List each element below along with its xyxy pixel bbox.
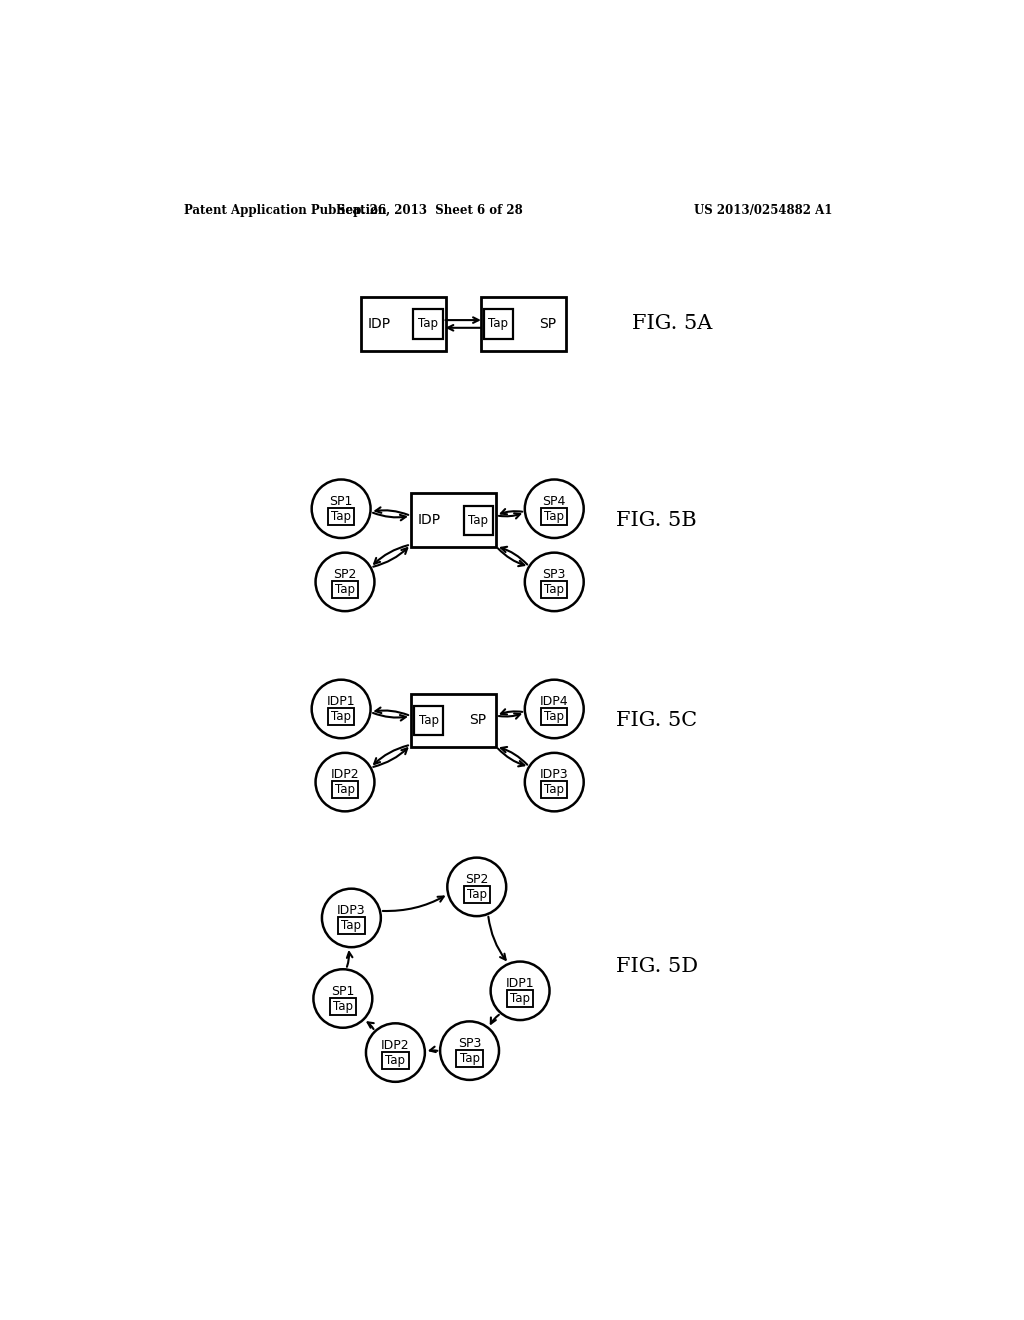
- Text: IDP: IDP: [418, 513, 440, 527]
- Bar: [414, 706, 443, 735]
- Text: IDP2: IDP2: [381, 1039, 410, 1052]
- Bar: [541, 508, 567, 525]
- Bar: [541, 581, 567, 598]
- Bar: [328, 708, 354, 725]
- Text: SP: SP: [469, 714, 486, 727]
- Bar: [411, 494, 496, 548]
- Bar: [541, 781, 567, 799]
- Text: SP4: SP4: [543, 495, 566, 508]
- Text: Sep. 26, 2013  Sheet 6 of 28: Sep. 26, 2013 Sheet 6 of 28: [337, 205, 523, 218]
- Circle shape: [524, 752, 584, 812]
- Text: Tap: Tap: [341, 919, 361, 932]
- Text: IDP: IDP: [368, 317, 390, 331]
- Text: SP1: SP1: [330, 495, 353, 508]
- Text: FIG. 5B: FIG. 5B: [616, 511, 697, 529]
- Text: Tap: Tap: [544, 583, 564, 597]
- Text: IDP4: IDP4: [540, 696, 568, 708]
- Text: SP3: SP3: [543, 568, 566, 581]
- Circle shape: [440, 1022, 499, 1080]
- Text: FIG. 5C: FIG. 5C: [616, 711, 697, 730]
- Text: SP: SP: [539, 317, 556, 331]
- Bar: [328, 508, 354, 525]
- Circle shape: [311, 479, 371, 539]
- Circle shape: [524, 680, 584, 738]
- Text: SP3: SP3: [458, 1036, 481, 1049]
- Circle shape: [524, 553, 584, 611]
- Text: Tap: Tap: [335, 583, 355, 597]
- Text: Tap: Tap: [488, 317, 509, 330]
- Text: Tap: Tap: [333, 999, 353, 1012]
- Text: Tap: Tap: [510, 991, 530, 1005]
- Text: IDP3: IDP3: [540, 768, 568, 781]
- Circle shape: [311, 680, 371, 738]
- Bar: [382, 1052, 409, 1069]
- Text: IDP1: IDP1: [327, 696, 355, 708]
- Circle shape: [315, 752, 375, 812]
- Bar: [541, 708, 567, 725]
- Bar: [338, 917, 365, 935]
- Bar: [483, 309, 513, 339]
- Bar: [332, 781, 358, 799]
- Text: Tap: Tap: [331, 510, 351, 523]
- Text: Tap: Tap: [544, 510, 564, 523]
- Circle shape: [366, 1023, 425, 1082]
- Circle shape: [490, 961, 550, 1020]
- Bar: [332, 581, 358, 598]
- Circle shape: [315, 553, 375, 611]
- Bar: [360, 297, 445, 351]
- Circle shape: [322, 888, 381, 948]
- Bar: [464, 506, 493, 535]
- Text: SP2: SP2: [334, 568, 356, 581]
- Text: IDP3: IDP3: [337, 904, 366, 917]
- Text: IDP1: IDP1: [506, 977, 535, 990]
- Bar: [457, 1049, 482, 1067]
- Bar: [480, 297, 566, 351]
- Text: Tap: Tap: [460, 1052, 479, 1065]
- Text: Tap: Tap: [467, 888, 486, 902]
- Circle shape: [447, 858, 506, 916]
- Text: SP2: SP2: [465, 873, 488, 886]
- Text: Tap: Tap: [419, 714, 438, 727]
- Bar: [411, 693, 496, 747]
- Circle shape: [524, 479, 584, 539]
- Text: FIG. 5D: FIG. 5D: [616, 957, 698, 977]
- Text: FIG. 5A: FIG. 5A: [632, 314, 712, 334]
- Circle shape: [313, 969, 373, 1028]
- Text: Tap: Tap: [544, 783, 564, 796]
- Text: US 2013/0254882 A1: US 2013/0254882 A1: [693, 205, 833, 218]
- Bar: [414, 309, 442, 339]
- Text: Tap: Tap: [544, 710, 564, 723]
- Bar: [507, 990, 534, 1007]
- Text: Patent Application Publication: Patent Application Publication: [183, 205, 386, 218]
- Text: Tap: Tap: [335, 783, 355, 796]
- Text: Tap: Tap: [331, 710, 351, 723]
- Text: Tap: Tap: [385, 1053, 406, 1067]
- Text: Tap: Tap: [468, 513, 488, 527]
- Text: SP1: SP1: [331, 985, 354, 998]
- Text: Tap: Tap: [418, 317, 438, 330]
- Bar: [464, 886, 489, 903]
- Bar: [330, 998, 356, 1015]
- Text: IDP2: IDP2: [331, 768, 359, 781]
